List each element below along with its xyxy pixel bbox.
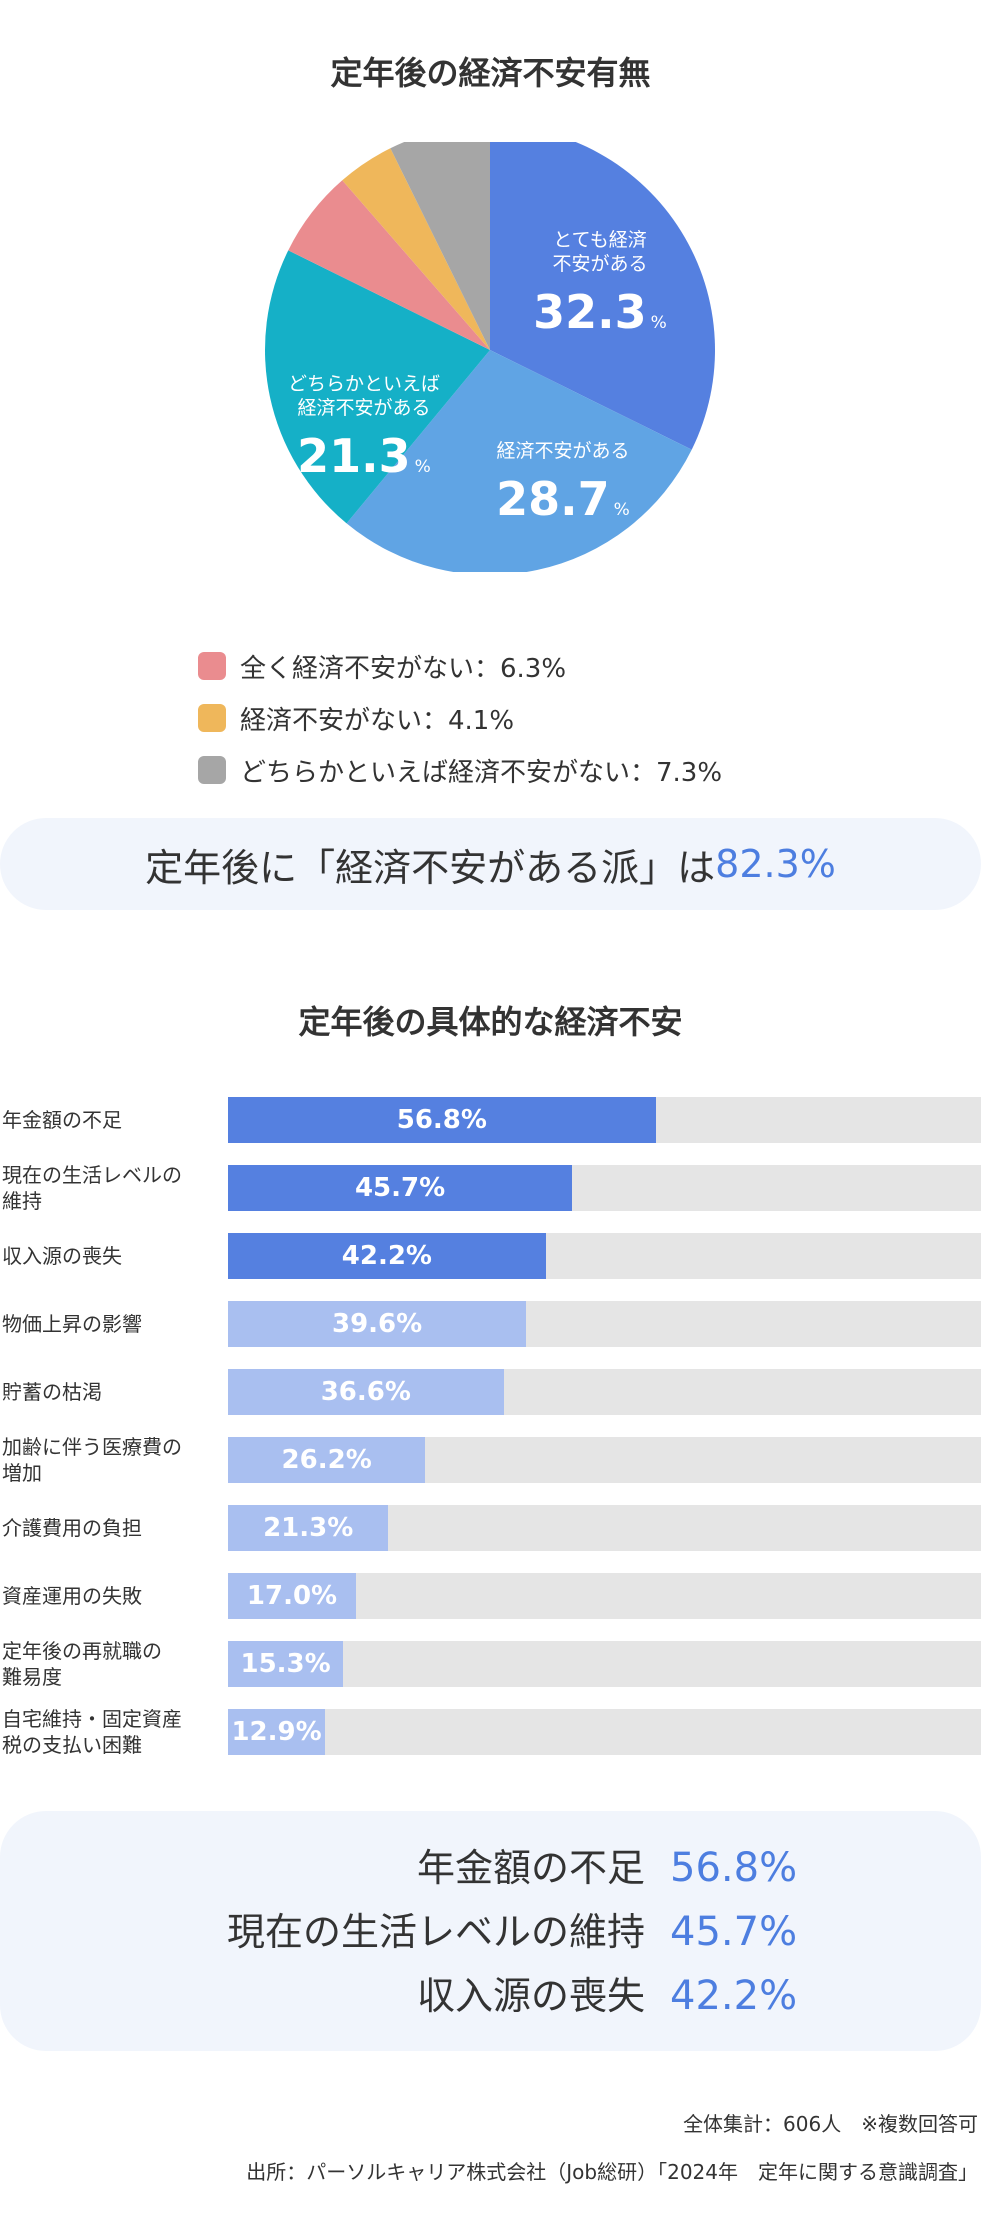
legend-swatch [198,756,226,784]
pie-chart-title: 定年後の経済不安有無 [330,54,651,92]
bar-track: 36.6% [228,1369,981,1415]
bar-category-label: 年金額の不足 [2,1108,122,1132]
bar-row: 現在の生活レベルの 維持 45.7% [0,1163,981,1213]
bar-track: 12.9% [228,1709,981,1755]
bar-row: 収入源の喪失 42.2% [0,1231,981,1281]
bar [228,1505,389,1551]
pie-slice-name: どちらかといえば [288,373,440,395]
bar [228,1301,527,1347]
summary-row: 年金額の不足 56.8% [0,1835,981,1901]
bar [228,1369,504,1415]
bar [228,1437,426,1483]
bar [228,1641,344,1687]
pie-slice [490,142,715,450]
bar-row: 加齢に伴う医療費の 増加 26.2% [0,1435,981,1485]
summary-panel: 年金額の不足 56.8% 現在の生活レベルの維持 45.7% 収入源の喪失 42… [0,1811,981,2051]
bar-row: 定年後の再就職の 難易度 15.3% [0,1639,981,1689]
summary-value: 45.7% [670,1909,798,1955]
bar-track: 56.8% [228,1097,981,1143]
bar-value-label: 39.6% [331,1309,423,1339]
bar-category-label: 現在の生活レベルの 維持 [2,1163,182,1213]
pie-slice [390,142,490,350]
bar-track: 17.0% [228,1573,981,1619]
bar-category-label: 収入源の喪失 [2,1244,122,1268]
pie-slice-value: 32.3% [533,285,667,339]
bar-value-label: 15.3% [240,1649,331,1679]
bar-value-label: 36.6% [320,1377,411,1407]
pie-slice [288,180,490,350]
bar-category-label: 物価上昇の影響 [2,1312,142,1336]
bar-value-label: 45.7% [354,1173,446,1203]
pie-slice-value: 28.7% [496,472,630,526]
bar-row: 年金額の不足 56.8% [0,1095,981,1145]
summary-label: 年金額の不足 [416,1846,645,1890]
bar-row: 介護費用の負担 21.3% [0,1503,981,1553]
pie-slice [346,350,692,572]
bar-track: 15.3% [228,1641,981,1687]
bar-chart-title: 定年後の具体的な経済不安 [298,1003,683,1041]
bar [228,1097,656,1143]
legend-item: 経済不安がない：4.1% [198,692,722,744]
bar [228,1709,326,1755]
legend-label: 経済不安がない：4.1% [240,705,515,736]
bar [228,1165,573,1211]
summary-label: 現在の生活レベルの維持 [226,1910,645,1954]
bar-row: 自宅維持・固定資産 税の支払い困難 12.9% [0,1707,981,1757]
pie-slice-label: 経済不安がある 28.7% [496,440,630,526]
bar-category-label: 貯蓄の枯渇 [2,1380,102,1404]
pie-slice [265,250,490,524]
source-note: 出所：パーソルキャリア株式会社（Job総研）「2024年 定年に関する意識調査」 [246,2160,978,2184]
sample-note: 全体集計：606人 ※複数回答可 [683,2112,978,2136]
summary-row: 収入源の喪失 42.2% [0,1963,981,2029]
pie-slice-name: とても経済 [553,229,646,251]
bar-category-label: 介護費用の負担 [2,1516,142,1540]
bar-row: 貯蓄の枯渇 36.6% [0,1367,981,1417]
bar-track: 39.6% [228,1301,981,1347]
bar [228,1233,546,1279]
callout-text: 定年後に「経済不安がある派」は [145,845,716,890]
pie-slice-name: 経済不安がある [297,397,430,419]
bar-value-label: 21.3% [263,1513,354,1543]
callout-value: 82.3% [715,842,836,886]
bar-category-label: 自宅維持・固定資産 税の支払い困難 [2,1707,182,1757]
legend-label: どちらかといえば経済不安がない：7.3% [240,757,723,788]
summary-label: 収入源の喪失 [416,1974,645,2018]
bar-track: 26.2% [228,1437,981,1483]
bar [228,1573,356,1619]
pie-slice-name: 経済不安がある [496,440,629,462]
pie-slice-value: 21.3% [297,429,431,483]
summary-row: 現在の生活レベルの維持 45.7% [0,1899,981,1965]
bar-value-label: 42.2% [341,1241,432,1271]
legend-item: 全く経済不安がない：6.3% [198,640,722,692]
pie-slice-name: 不安がある [552,253,647,275]
summary-value: 56.8% [670,1845,798,1891]
bar-category-label: 定年後の再就職の 難易度 [2,1639,162,1689]
bar-row: 物価上昇の影響 39.6% [0,1299,981,1349]
legend-swatch [198,652,226,680]
bar-track: 21.3% [228,1505,981,1551]
legend-item: どちらかといえば経済不安がない：7.3% [198,744,722,796]
bar-track: 45.7% [228,1165,981,1211]
bar-category-label: 加齢に伴う医療費の 増加 [2,1435,182,1485]
bar-value-label: 17.0% [246,1581,338,1611]
bar-row: 資産運用の失敗 17.0% [0,1571,981,1621]
legend-swatch [198,704,226,732]
bar-value-label: 56.8% [396,1105,487,1135]
bar-track: 42.2% [228,1233,981,1279]
pie-slice [342,148,490,350]
bar-value-label: 26.2% [281,1445,372,1475]
bar-value-label: 12.9% [231,1717,322,1747]
pie-legend: 全く経済不安がない：6.3% 経済不安がない：4.1% どちらかといえば経済不安がな… [198,640,722,796]
bar-category-label: 資産運用の失敗 [2,1584,142,1608]
legend-label: 全く経済不安がない：6.3% [240,653,567,684]
summary-value: 42.2% [670,1973,798,2019]
callout-banner: 定年後に「経済不安がある派」は 82.3% [0,818,981,910]
